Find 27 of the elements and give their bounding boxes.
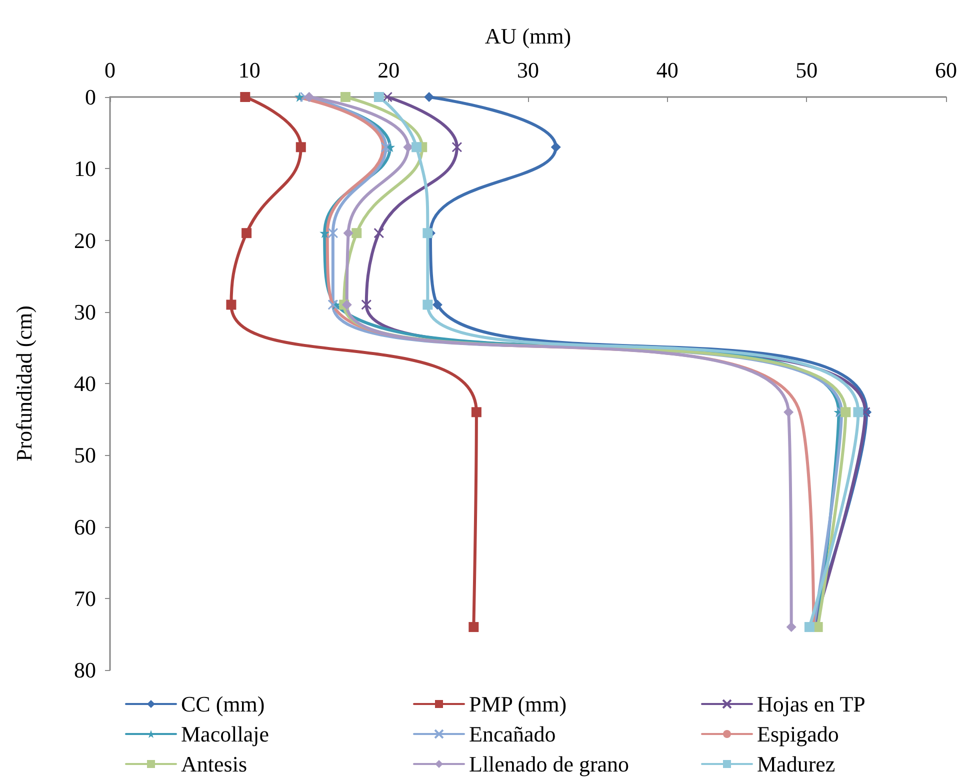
- y-tick-label: 70: [74, 586, 96, 611]
- x-tick-label: 10: [238, 58, 260, 82]
- legend-label: Madurez: [757, 752, 836, 776]
- y-tick-label: 40: [74, 371, 96, 396]
- y-axis-title: Profundidad (cm): [12, 306, 36, 462]
- legend-label: Espigado: [757, 722, 839, 746]
- x-tick-label: 30: [517, 58, 539, 82]
- y-tick-label: 50: [74, 442, 96, 468]
- x-tick-label: 50: [796, 58, 818, 82]
- legend-label: Lllenado de grano: [469, 752, 630, 776]
- legend-label: Macollaje: [181, 722, 269, 746]
- legend-label: Antesis: [181, 752, 247, 776]
- y-tick-label: 20: [74, 228, 96, 253]
- legend-label: Encañado: [469, 722, 556, 746]
- y-tick-label: 30: [74, 299, 96, 324]
- legend-label: Hojas en TP: [757, 692, 866, 716]
- x-tick-label: 20: [378, 58, 400, 82]
- legend-label: PMP (mm): [469, 692, 567, 716]
- x-tick-label: 0: [104, 58, 116, 82]
- y-tick-label: 60: [74, 514, 96, 540]
- y-tick-label: 0: [85, 84, 96, 110]
- x-axis-title: AU (mm): [484, 24, 572, 48]
- legend-label: CC (mm): [181, 692, 265, 716]
- y-tick-label: 80: [74, 658, 96, 682]
- y-tick-label: 10: [74, 156, 96, 182]
- x-tick-label: 60: [935, 58, 957, 82]
- x-tick-label: 40: [656, 58, 678, 82]
